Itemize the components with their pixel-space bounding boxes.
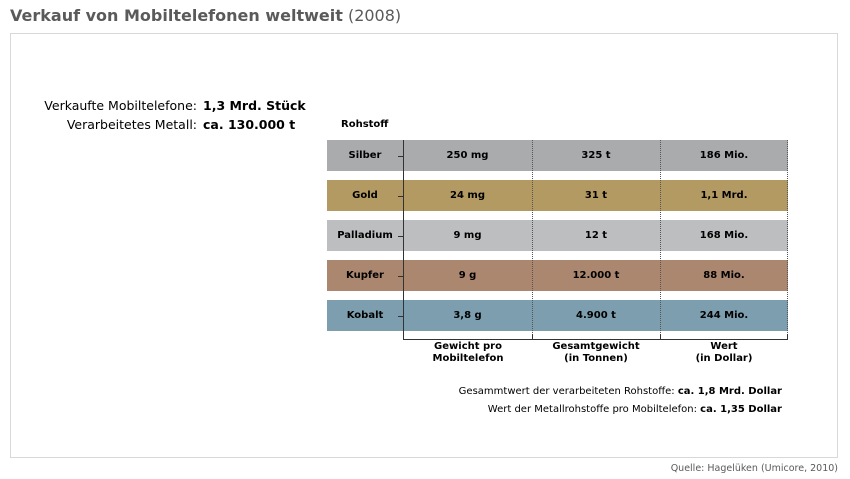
row-name-gold: Gold — [352, 190, 378, 201]
metal-label: Verarbeitetes Metall: — [66, 117, 197, 132]
y-axis-tick — [398, 276, 403, 277]
value-cell: 9 mg — [453, 230, 482, 241]
x-axis-tick — [403, 334, 404, 340]
row-name-kobalt: Kobalt — [346, 310, 384, 321]
summary-sold: Verkaufte Mobiltelefone: — [0, 98, 197, 114]
y-axis-tick — [398, 196, 403, 197]
row-name-silber: Silber — [348, 150, 382, 161]
column-separator — [787, 140, 788, 339]
sold-label: Verkaufte Mobiltelefone: — [44, 98, 197, 113]
value-cell: 4.900 t — [576, 310, 616, 321]
value-cell: 88 Mio. — [703, 270, 745, 281]
column-separator — [660, 140, 661, 339]
row-name-kupfer: Kupfer — [346, 270, 384, 281]
sold-value: 1,3 Mrd. Stück — [203, 98, 306, 113]
x-axis-tick — [660, 334, 661, 340]
x-axis-tick — [532, 334, 533, 340]
total-value: ca. 1,8 Mrd. Dollar — [677, 386, 782, 397]
y-axis-tick — [398, 156, 403, 157]
value-cell: 31 t — [584, 190, 608, 201]
value-cell: 12 t — [584, 230, 608, 241]
value-cell: 250 mg — [446, 150, 489, 161]
page-title: Verkauf von Mobiltelefonen weltweit (200… — [10, 6, 401, 25]
summary-metal: Verarbeitetes Metall: — [0, 117, 197, 133]
metal-value: ca. 130.000 t — [203, 117, 296, 132]
x-axis-line — [403, 339, 788, 340]
y-axis-tick — [398, 236, 403, 237]
value-cell: 325 t — [581, 150, 611, 161]
source-note: Quelle: Hagelüken (Umicore, 2010) — [670, 463, 838, 474]
x-axis-tick — [787, 334, 788, 340]
value-cell: 1,1 Mrd. — [700, 190, 748, 201]
value-cell: 186 Mio. — [699, 150, 749, 161]
table-row: Gold 24 mg 31 t 1,1 Mrd. — [327, 180, 788, 211]
table-row: Silber 250 mg 325 t 186 Mio. — [327, 140, 788, 171]
table-row: Palladium 9 mg 12 t 168 Mio. — [327, 220, 788, 251]
per-phone-note: Wert der Metallrohstoffe pro Mobiltelefo… — [488, 404, 782, 415]
y-axis-tick — [398, 316, 403, 317]
title-year: (2008) — [347, 6, 402, 25]
per-phone-label: Wert der Metallrohstoffe pro Mobiltelefo… — [487, 404, 697, 415]
column-label: Gewicht pro Mobiltelefon — [432, 341, 504, 364]
value-cell: 244 Mio. — [699, 310, 749, 321]
column-label: Wert (in Dollar) — [695, 341, 753, 364]
per-phone-value: ca. 1,35 Dollar — [700, 404, 782, 415]
y-axis-line — [403, 140, 404, 339]
chart-frame — [10, 33, 838, 458]
value-cell: 12.000 t — [572, 270, 620, 281]
total-label: Gesammtwert der verarbeiteten Rohstoffe: — [458, 386, 675, 397]
table-row: Kobalt 3,8 g 4.900 t 244 Mio. — [327, 300, 788, 331]
title-main: Verkauf von Mobiltelefonen weltweit — [10, 6, 343, 25]
value-cell: 3,8 g — [453, 310, 482, 321]
row-name-palladium: Palladium — [337, 230, 393, 241]
value-cell: 9 g — [458, 270, 477, 281]
column-label: Gesamtgewicht (in Tonnen) — [552, 341, 640, 364]
table-row: Kupfer 9 g 12.000 t 88 Mio. — [327, 260, 788, 291]
value-cell: 24 mg — [450, 190, 485, 201]
value-cell: 168 Mio. — [699, 230, 749, 241]
total-value-note: Gesammtwert der verarbeiteten Rohstoffe:… — [459, 386, 782, 397]
column-separator — [532, 140, 533, 339]
row-header-label: Rohstoff — [341, 119, 389, 130]
